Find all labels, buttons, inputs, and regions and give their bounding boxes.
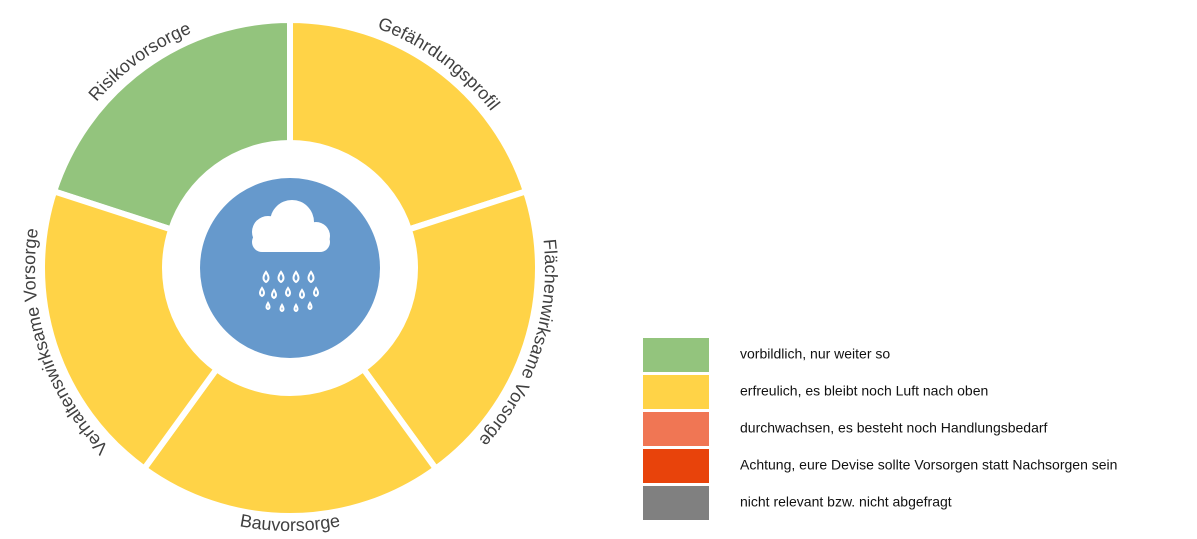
- legend-swatch: [643, 375, 709, 409]
- legend-label: Achtung, eure Devise sollte Vorsorgen st…: [740, 457, 1117, 473]
- legend-label: durchwachsen, es besteht noch Handlungsb…: [740, 420, 1048, 436]
- segment: [359, 187, 541, 473]
- ring: Risikovorsorge GefährdungsprofilFlächenwi…: [19, 13, 561, 535]
- legend-label: nicht relevant bzw. nicht abgefragt: [740, 494, 952, 510]
- legend-swatch: [643, 449, 709, 483]
- icon-circle: [200, 178, 380, 358]
- legend-label: erfreulich, es bleibt noch Luft nach obe…: [740, 383, 988, 399]
- segment: [39, 187, 221, 473]
- legend-swatch: [643, 338, 709, 372]
- legend: vorbildlich, nur weiter so erfreulich, es…: [643, 338, 1117, 520]
- segment: [50, 16, 293, 234]
- raindrops: [259, 270, 319, 313]
- segment: [287, 16, 530, 234]
- legend-swatch: [643, 412, 709, 446]
- cloud: [252, 200, 330, 252]
- legend-label: vorbildlich, nur weiter so: [740, 346, 890, 362]
- segment: [140, 364, 440, 519]
- legend-swatch: [643, 486, 709, 520]
- center-icon: [200, 178, 380, 358]
